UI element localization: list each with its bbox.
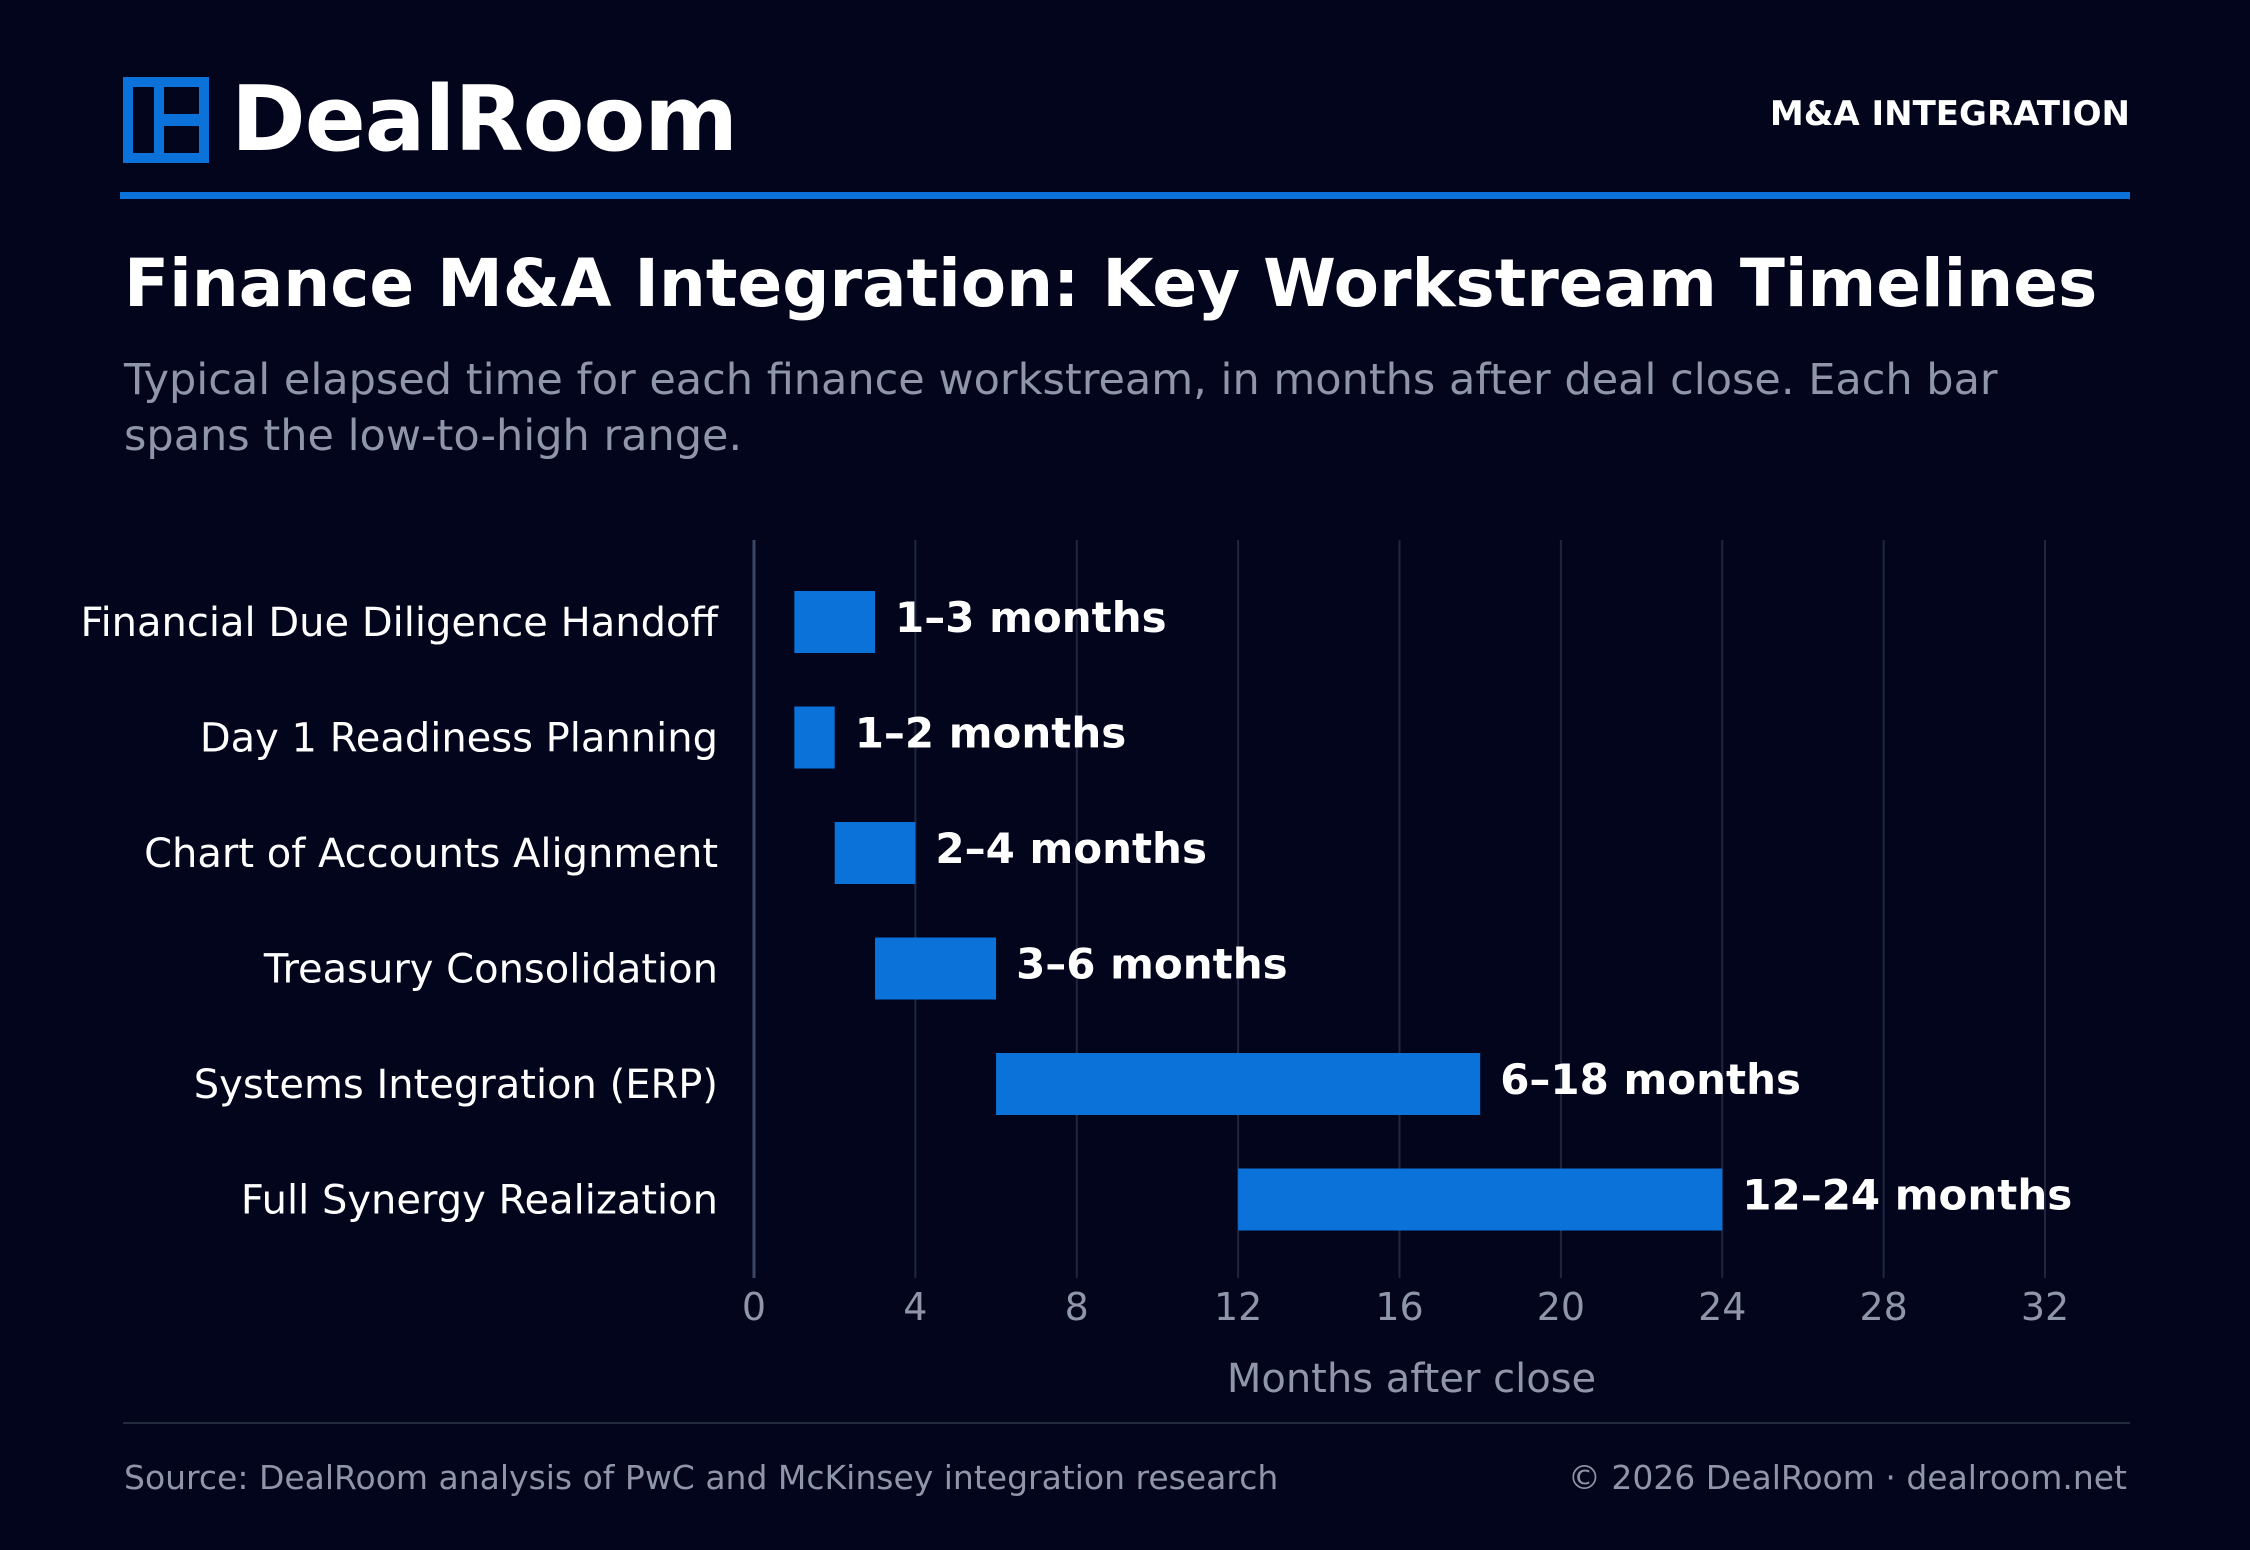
x-tick-label: 0 [742, 1285, 766, 1329]
category-label: Treasury Consolidation [263, 947, 718, 993]
data-label: 12–24 months [1742, 1171, 2072, 1220]
category-label: Full Synergy Realization [241, 1178, 718, 1224]
x-axis-label: Months after close [1227, 1356, 1596, 1402]
source-note: Source: DealRoom analysis of PwC and McK… [124, 1458, 1279, 1497]
x-tick-label: 16 [1375, 1285, 1423, 1329]
x-tick-label: 28 [1859, 1285, 1907, 1329]
range-bar [794, 706, 835, 769]
section-label: M&A INTEGRATION [1769, 94, 2130, 134]
logo-wordmark: DealRoom [231, 67, 738, 172]
data-label: 1–2 months [855, 709, 1127, 758]
range-bar [834, 822, 916, 884]
subtitle-line: Typical elapsed time for each finance wo… [124, 355, 1998, 405]
range-bar [794, 591, 876, 653]
x-tick-label: 20 [1537, 1285, 1585, 1329]
footer-divider [123, 1422, 2130, 1424]
x-tick-label: 12 [1214, 1285, 1262, 1329]
range-bar [875, 937, 997, 1000]
x-tick-label: 4 [903, 1285, 927, 1329]
data-label: 2–4 months [935, 824, 1207, 873]
page-title: Finance M&A Integration: Key Workstream … [124, 245, 2098, 322]
header: DealRoom M&A INTEGRATION [123, 60, 2130, 200]
copyright: © 2026 DealRoom · dealroom.net [1567, 1458, 2127, 1497]
x-tick-label: 24 [1698, 1285, 1746, 1329]
data-label: 3–6 months [1016, 940, 1288, 989]
data-label: 1–3 months [895, 593, 1167, 642]
x-tick-label: 8 [1065, 1285, 1089, 1329]
category-label: Day 1 Readiness Planning [200, 716, 718, 762]
range-bar [1238, 1168, 1723, 1231]
data-label: 6–18 months [1500, 1055, 1801, 1104]
range-bar [996, 1053, 1481, 1115]
category-label: Chart of Accounts Alignment [144, 831, 718, 877]
category-label: Systems Integration (ERP) [194, 1062, 718, 1108]
page-subtitle: Typical elapsed time for each finance wo… [124, 352, 2124, 464]
header-divider [120, 192, 2130, 199]
logo: DealRoom [123, 67, 738, 172]
subtitle-line: spans the low-to-high range. [124, 411, 743, 461]
dealroom-logo-icon [123, 77, 209, 163]
category-label: Financial Due Diligence Handoff [80, 600, 719, 646]
x-tick-label: 32 [2021, 1285, 2069, 1329]
